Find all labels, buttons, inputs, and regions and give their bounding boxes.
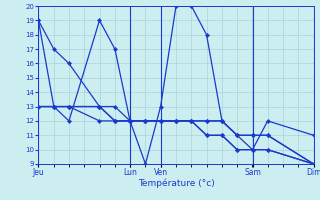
X-axis label: Température (°c): Température (°c) bbox=[138, 179, 214, 188]
